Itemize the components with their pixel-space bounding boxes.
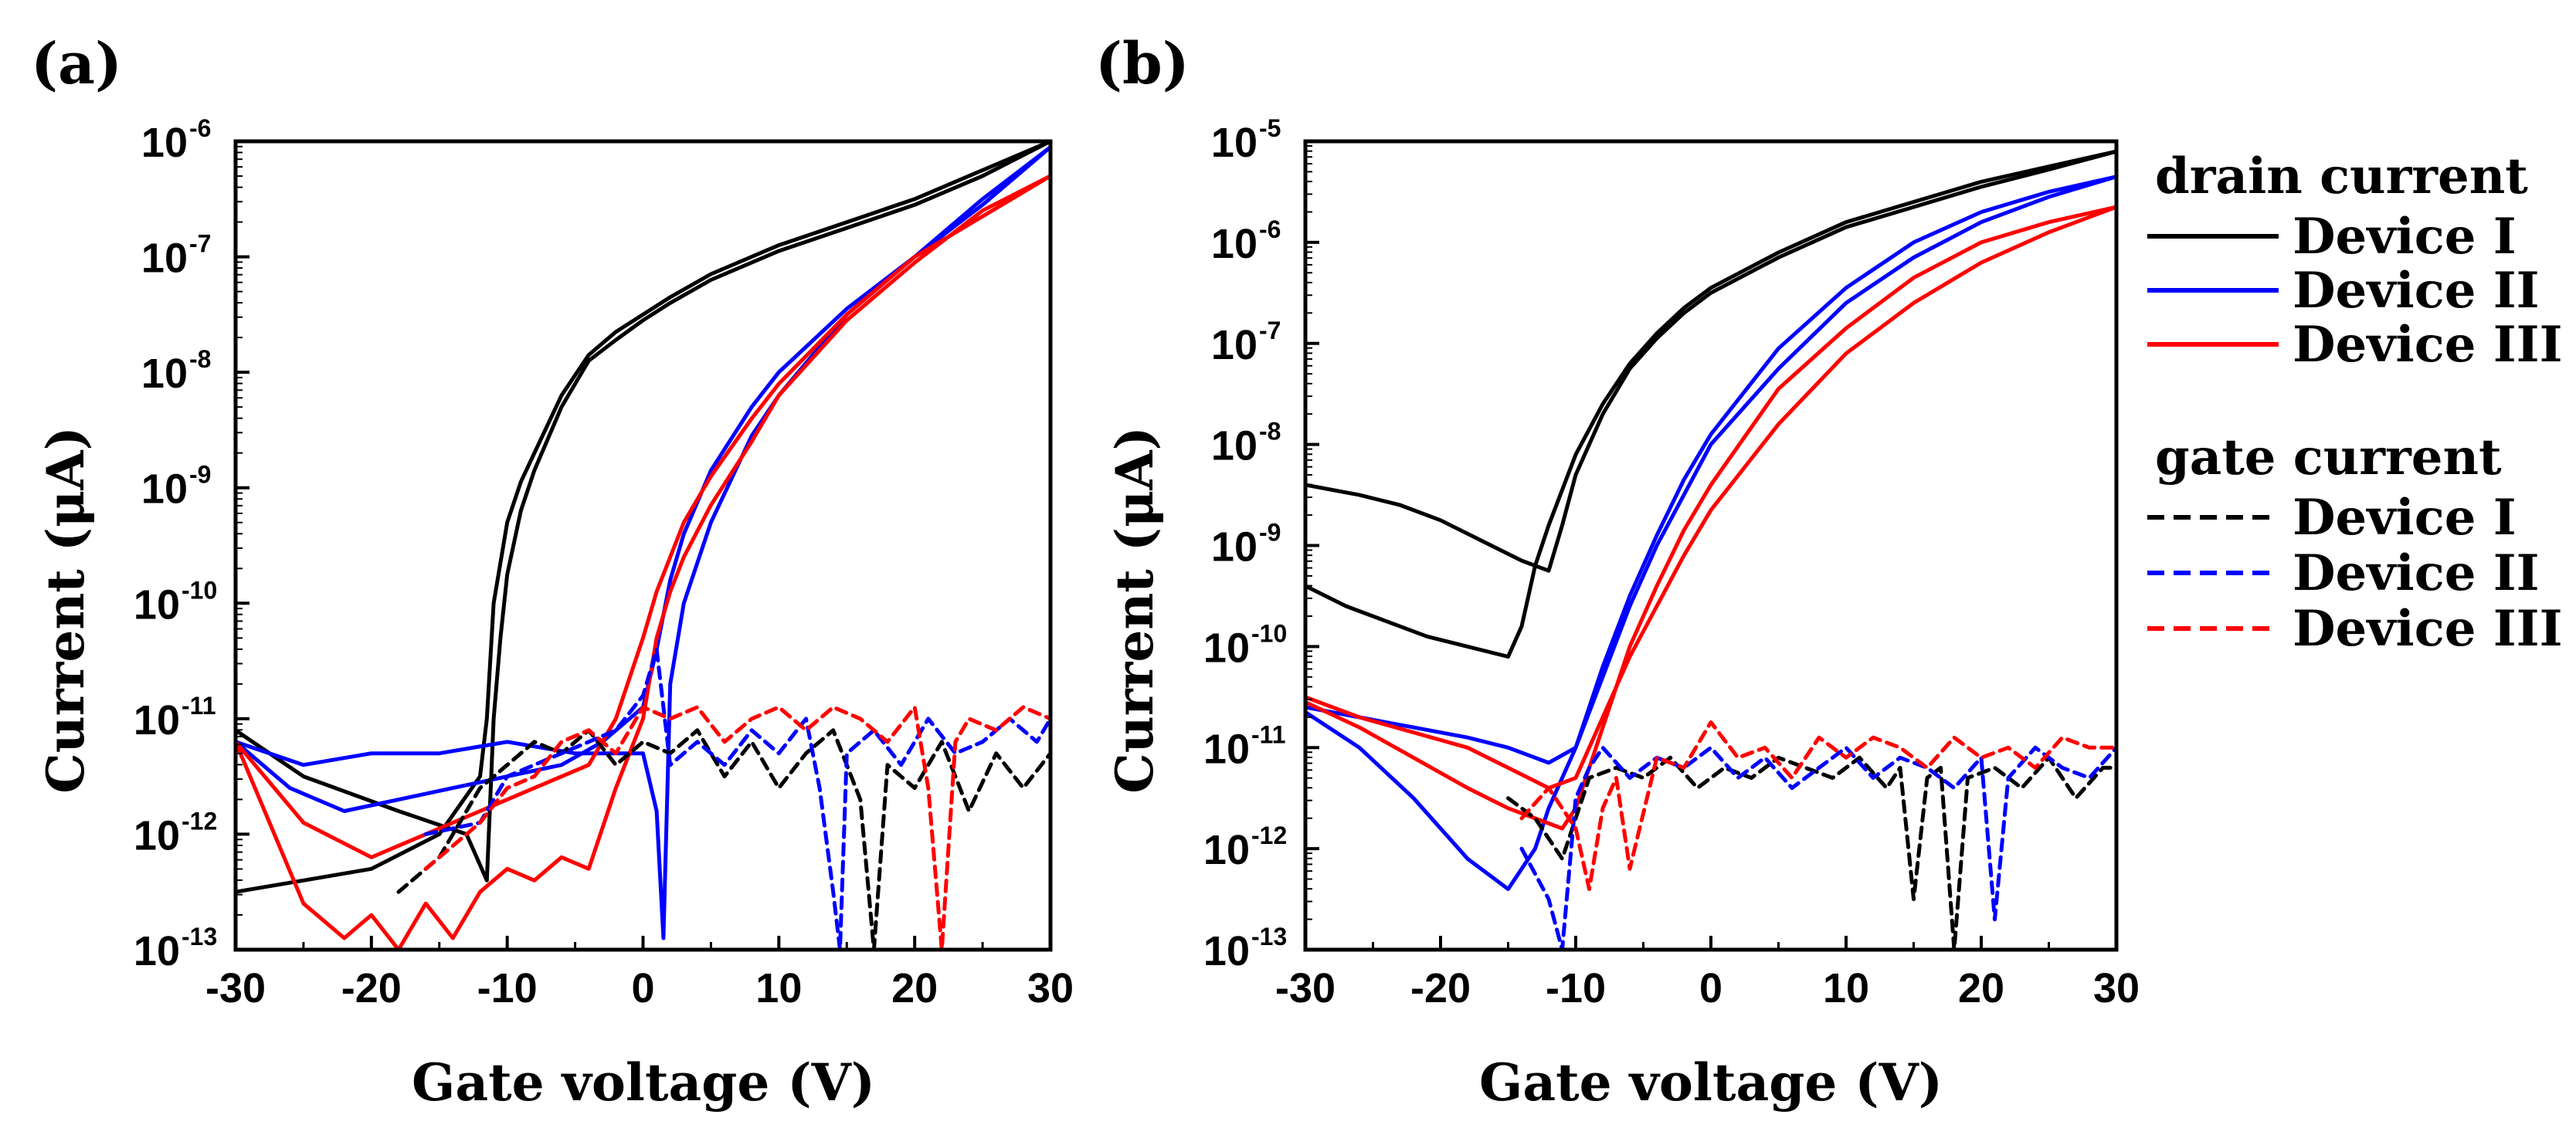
panel-a-y-tick-label: 10 bbox=[141, 466, 188, 513]
panel-b-series-drain-device-i-forward bbox=[1305, 149, 2116, 659]
legend-drain-label: Device II bbox=[2293, 262, 2540, 320]
legend-drain-heading: drain current bbox=[2155, 147, 2528, 205]
panel-a-label: (a) bbox=[31, 31, 122, 97]
legend-drain-item: Device I bbox=[2147, 208, 2517, 266]
legend-gate-item: Device I bbox=[2147, 489, 2517, 547]
panel-b-y-tick-exponent: -12 bbox=[1251, 822, 1287, 849]
panel-a-y-tick-exponent: -7 bbox=[189, 230, 211, 258]
panel-a-x-tick-label: 20 bbox=[891, 965, 938, 1011]
panel-a-y-tick-label: 10 bbox=[141, 120, 188, 166]
panel-a-y-tick-label: 10 bbox=[141, 351, 188, 397]
panel-a-plot-area bbox=[233, 139, 1053, 952]
legend-gate-item: Device III bbox=[2147, 600, 2563, 658]
panel-a-series-gate-device-iii bbox=[423, 705, 1050, 950]
panel-b-y-tick-label: 10 bbox=[1211, 120, 1257, 166]
panel-b-x-tick-label: -10 bbox=[1546, 965, 1606, 1011]
panel-a-axes-frame bbox=[233, 139, 1053, 952]
panel-a-x-tick-label: 10 bbox=[755, 965, 802, 1011]
panel-a-y-tick-exponent: -11 bbox=[182, 692, 216, 720]
panel-a-y-tick-exponent: -8 bbox=[189, 345, 211, 373]
panel-a-y-tick-exponent: -6 bbox=[189, 114, 211, 142]
panel-a-series-drain-device-ii-forward bbox=[236, 145, 1050, 940]
panel-b-series-gate-device-ii bbox=[1519, 745, 2116, 950]
legend-drain-label: Device I bbox=[2293, 208, 2517, 266]
panel-b: (b) Current (μA) Gate voltage (V) -30 -20… bbox=[1095, 31, 2140, 1113]
panel-b-x-axis-title: Gate voltage (V) bbox=[1479, 1052, 1943, 1113]
panel-b-y-tick-exponent: -11 bbox=[1251, 720, 1285, 748]
panel-b-y-tick-label: 10 bbox=[1211, 322, 1257, 368]
panel-b-y-tick-exponent: -10 bbox=[1251, 619, 1287, 647]
panel-a-x-axis-title: Gate voltage (V) bbox=[412, 1052, 875, 1113]
legend-gate-label: Device I bbox=[2293, 489, 2517, 547]
panel-b-y-tick-exponent: -6 bbox=[1259, 215, 1281, 243]
legend-drain-item: Device III bbox=[2147, 316, 2563, 374]
legend-drain-label: Device III bbox=[2293, 316, 2563, 374]
panel-b-y-tick-exponent: -5 bbox=[1259, 114, 1281, 142]
panel-a-x-tick-label: -10 bbox=[477, 965, 538, 1011]
panel-a-x-tick-label: 30 bbox=[1027, 965, 1074, 1011]
legend-gate-label: Device III bbox=[2293, 600, 2563, 658]
panel-b-x-tick-label: 30 bbox=[2093, 965, 2140, 1011]
panel-b-plot-area bbox=[1303, 139, 2119, 952]
panel-b-axes-frame bbox=[1303, 139, 2119, 952]
panel-a-y-tick-label: 10 bbox=[141, 235, 188, 282]
panel-a-series-drain-device-iii-forward bbox=[236, 174, 1050, 950]
panel-b-series-gate-device-iii bbox=[1519, 720, 2116, 891]
panel-b-y-tick-exponent: -13 bbox=[1251, 923, 1287, 950]
panel-b-y-tick-exponent: -7 bbox=[1259, 317, 1281, 344]
panel-a-y-tick-label: 10 bbox=[134, 581, 180, 628]
panel-b-y-tick-exponent: -9 bbox=[1259, 519, 1281, 547]
panel-a-y-tick-label: 10 bbox=[134, 697, 180, 744]
panel-a-x-tick-label: -20 bbox=[341, 965, 402, 1011]
panel-a-series-gate-device-ii bbox=[423, 647, 1050, 950]
panel-b-x-tick-label: 0 bbox=[1699, 965, 1722, 1011]
panel-b-y-axis-title: Current (μA) bbox=[1105, 426, 1165, 793]
panel-b-y-tick-label: 10 bbox=[1211, 221, 1257, 267]
panel-b-y-tick-label: 10 bbox=[1203, 928, 1250, 974]
panel-a-x-tick-label: 0 bbox=[631, 965, 654, 1011]
panel-a-y-tick-exponent: -13 bbox=[182, 923, 217, 950]
panel-b-series-group bbox=[1305, 149, 2116, 950]
panel-b-series-drain-device-ii-reverse bbox=[1305, 174, 2116, 765]
panel-a-series-drain-device-i-forward bbox=[236, 141, 1050, 894]
panel-b-y-tick-label: 10 bbox=[1203, 827, 1250, 873]
panel-a-y-tick-exponent: -12 bbox=[182, 807, 217, 835]
panel-b-y-tick-label: 10 bbox=[1211, 423, 1257, 469]
panel-b-series-drain-device-iii-reverse bbox=[1305, 205, 2116, 791]
panel-a-y-axis-title: Current (μA) bbox=[36, 426, 96, 793]
panel-a-y-tick-label: 10 bbox=[134, 812, 180, 859]
panel-a-x-tick-label: -30 bbox=[205, 965, 266, 1011]
panel-b-x-tick-label: 10 bbox=[1823, 965, 1869, 1011]
panel-b-x-tick-label: 20 bbox=[1958, 965, 2004, 1011]
panel-a: (a) Current (μA) Gate voltage (V) -30 -20… bbox=[31, 31, 1074, 1113]
legend-gate-label: Device II bbox=[2293, 544, 2540, 602]
panel-b-y-tick-label: 10 bbox=[1211, 524, 1257, 571]
panel-a-series-group bbox=[236, 141, 1050, 950]
panel-a-y-tick-label: 10 bbox=[134, 928, 180, 974]
panel-b-x-tick-label: -30 bbox=[1275, 965, 1336, 1011]
panel-a-series-drain-device-i-reverse bbox=[236, 141, 1050, 883]
panel-a-series-gate-device-i bbox=[396, 728, 1050, 950]
panel-b-y-tick-exponent: -8 bbox=[1259, 418, 1281, 446]
panel-b-series-gate-device-i bbox=[1506, 755, 2116, 950]
panel-b-y-tick-label: 10 bbox=[1203, 625, 1250, 671]
panel-b-ticks: -30 -20 -10 0 10 20 3010-1310-1210-1110-1010-9… bbox=[1203, 114, 2140, 1011]
panel-a-y-tick-exponent: -10 bbox=[182, 576, 217, 604]
legend-gate-heading: gate current bbox=[2155, 429, 2502, 486]
panel-a-ticks: -30 -20 -10 0 10 20 3010-1310-1210-1110-1010-9… bbox=[134, 114, 1074, 1011]
panel-b-series-drain-device-ii-forward bbox=[1305, 174, 2116, 891]
panel-b-y-tick-label: 10 bbox=[1203, 726, 1250, 772]
panel-b-x-tick-label: -20 bbox=[1410, 965, 1471, 1011]
panel-b-series-drain-device-i-reverse bbox=[1305, 149, 2116, 573]
panel-a-y-tick-exponent: -9 bbox=[189, 461, 211, 489]
legend-drain-item: Device II bbox=[2147, 262, 2540, 320]
legend-gate-item: Device II bbox=[2147, 544, 2540, 602]
panel-b-label: (b) bbox=[1095, 31, 1190, 97]
legend: drain current Device I Device II Device … bbox=[2147, 147, 2563, 658]
